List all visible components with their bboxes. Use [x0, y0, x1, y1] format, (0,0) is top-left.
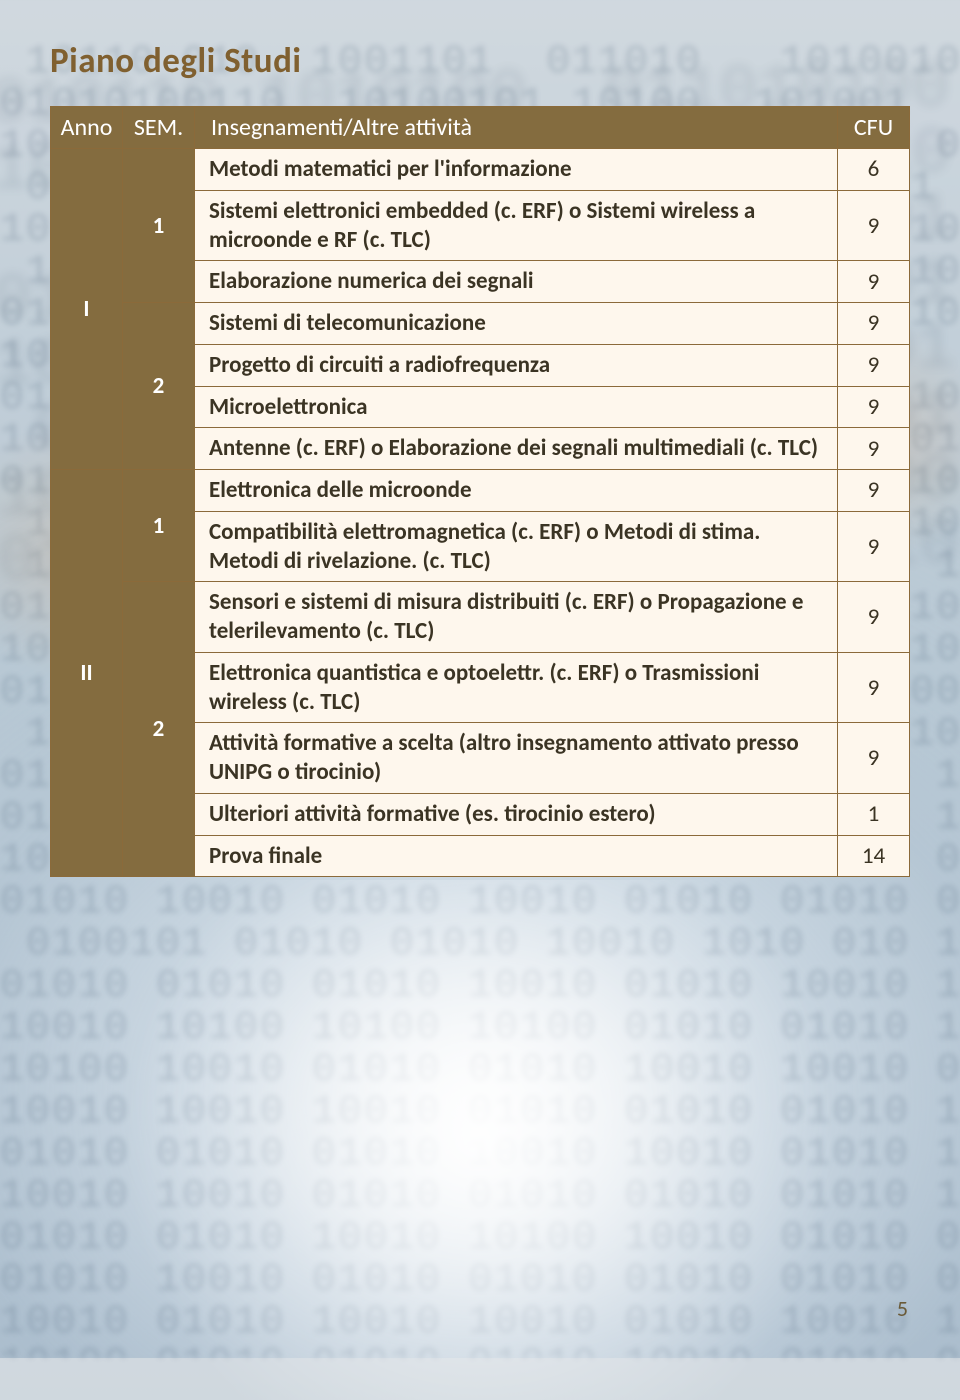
- page-number: 5: [897, 1295, 908, 1322]
- semester-cell: 2: [123, 303, 195, 470]
- table-header-row: Anno SEM. Insegnamenti/Altre attività CF…: [51, 107, 910, 149]
- table-row: I 1 Metodi matematici per l'informazione…: [51, 149, 910, 191]
- course-cfu: 9: [838, 582, 910, 653]
- semester-cell: 1: [123, 470, 195, 582]
- course-name: Elettronica quantistica e optoelettr. (c…: [195, 652, 838, 723]
- course-name: Sensori e sistemi di misura distribuiti …: [195, 582, 838, 653]
- course-name: Progetto di circuiti a radiofrequenza: [195, 344, 838, 386]
- year-cell: II: [51, 470, 123, 877]
- course-cfu: 9: [838, 303, 910, 345]
- page-container: Piano degli Studi Anno SEM. Insegnamenti…: [0, 0, 960, 877]
- year-cell: I: [51, 149, 123, 470]
- course-name: Microelettronica: [195, 386, 838, 428]
- semester-cell: 2: [123, 582, 195, 877]
- study-plan-table: Anno SEM. Insegnamenti/Altre attività CF…: [50, 106, 910, 877]
- background-glow: [120, 880, 840, 1400]
- course-cfu: 9: [838, 652, 910, 723]
- course-name: Elaborazione numerica dei segnali: [195, 261, 838, 303]
- course-cfu: 6: [838, 149, 910, 191]
- course-cfu: 9: [838, 344, 910, 386]
- course-name: Prova finale: [195, 835, 838, 877]
- col-header-cfu: CFU: [838, 107, 910, 149]
- course-cfu: 9: [838, 428, 910, 470]
- course-cfu: 9: [838, 723, 910, 794]
- course-cfu: 9: [838, 190, 910, 261]
- course-cfu: 1: [838, 793, 910, 835]
- col-header-anno: Anno: [51, 107, 123, 149]
- table-row: 2 Sensori e sistemi di misura distribuit…: [51, 582, 910, 653]
- page-title: Piano degli Studi: [50, 40, 910, 82]
- course-cfu: 9: [838, 511, 910, 582]
- course-name: Sistemi di telecomunicazione: [195, 303, 838, 345]
- col-header-insegnamenti: Insegnamenti/Altre attività: [195, 107, 838, 149]
- course-name: Ulteriori attività formative (es. tiroci…: [195, 793, 838, 835]
- course-cfu: 14: [838, 835, 910, 877]
- table-row: II 1 Elettronica delle microonde 9: [51, 470, 910, 512]
- course-name: Metodi matematici per l'informazione: [195, 149, 838, 191]
- col-header-sem: SEM.: [123, 107, 195, 149]
- course-name: Antenne (c. ERF) o Elaborazione dei segn…: [195, 428, 838, 470]
- course-cfu: 9: [838, 261, 910, 303]
- course-cfu: 9: [838, 386, 910, 428]
- course-name: Sistemi elettronici embedded (c. ERF) o …: [195, 190, 838, 261]
- course-name: Attività formative a scelta (altro inseg…: [195, 723, 838, 794]
- course-name: Elettronica delle microonde: [195, 470, 838, 512]
- table-row: 2 Sistemi di telecomunicazione 9: [51, 303, 910, 345]
- semester-cell: 1: [123, 149, 195, 303]
- course-name: Compatibilità elettromagnetica (c. ERF) …: [195, 511, 838, 582]
- course-cfu: 9: [838, 470, 910, 512]
